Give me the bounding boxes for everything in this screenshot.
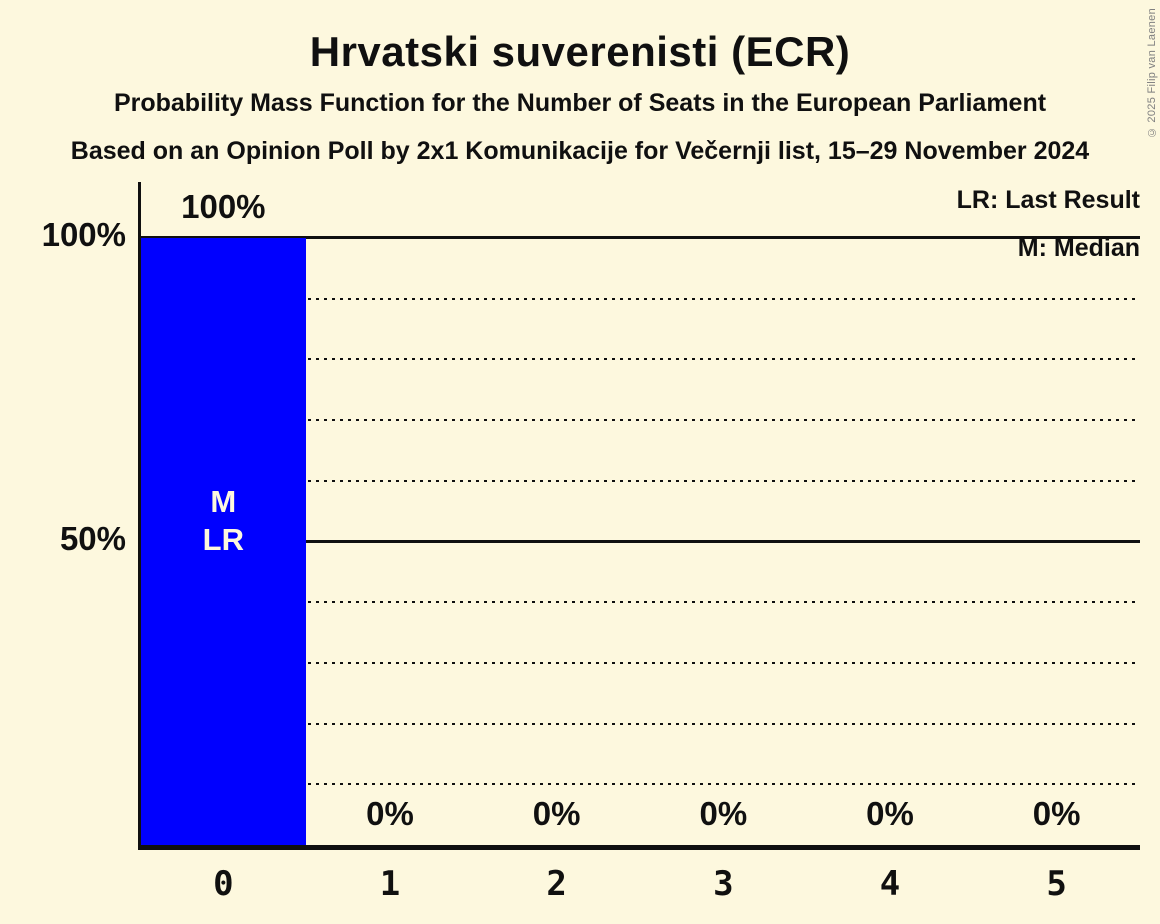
- bar-seats-0: [141, 238, 306, 845]
- gridline-dotted-40pct: [140, 601, 1140, 604]
- bar-value-label-0: 100%: [181, 188, 266, 225]
- x-axis-line: [138, 845, 1140, 850]
- gridline-solid-50pct: [140, 539, 1140, 543]
- copyright-notice: © 2025 Filip van Laenen: [1146, 8, 1158, 139]
- bar-annotation-line: LR: [202, 522, 244, 557]
- x-axis-tick-3: 3: [713, 864, 734, 904]
- bar-value-label-3: 0%: [699, 795, 748, 832]
- bar-annotation-median-lastresult: M LR: [140, 483, 307, 559]
- bar-value-label-4: 0%: [866, 795, 914, 832]
- gridline-dotted-70pct: [140, 419, 1140, 422]
- gridline-dotted-30pct: [140, 661, 1140, 664]
- gridline-dotted-90pct: [140, 297, 1140, 300]
- chart-source-line: Based on an Opinion Poll by 2x1 Komunika…: [70, 137, 1090, 165]
- x-axis-tick-4: 4: [879, 864, 901, 904]
- x-axis-tick-2: 2: [546, 864, 567, 904]
- bar-value-label-5: 0%: [1032, 795, 1081, 832]
- legend-median: M: Median: [1017, 234, 1140, 262]
- y-axis-line: [138, 182, 141, 850]
- chart-title: Hrvatski suverenisti (ECR): [309, 28, 851, 75]
- gridline-dotted-10pct: [140, 783, 1140, 786]
- gridline-dotted-80pct: [140, 358, 1140, 361]
- y-axis-tick-50pct: 50%: [59, 519, 126, 557]
- gridline-dotted-60pct: [140, 479, 1140, 482]
- x-axis-tick-5: 5: [1046, 864, 1067, 904]
- chart-subtitle: Probability Mass Function for the Number…: [113, 89, 1047, 117]
- gridline-dotted-20pct: [140, 722, 1140, 725]
- bar-value-label-1: 0%: [366, 795, 414, 832]
- x-axis-tick-1: 1: [379, 864, 401, 904]
- y-axis-tick-100pct: 100%: [41, 216, 126, 253]
- legend-last-result: LR: Last Result: [956, 186, 1140, 214]
- x-axis-tick-0: 0: [213, 864, 234, 904]
- gridline-solid-100pct: [140, 236, 1140, 239]
- bar-value-label-2: 0%: [532, 795, 581, 832]
- bar-annotation-line: M: [210, 484, 237, 519]
